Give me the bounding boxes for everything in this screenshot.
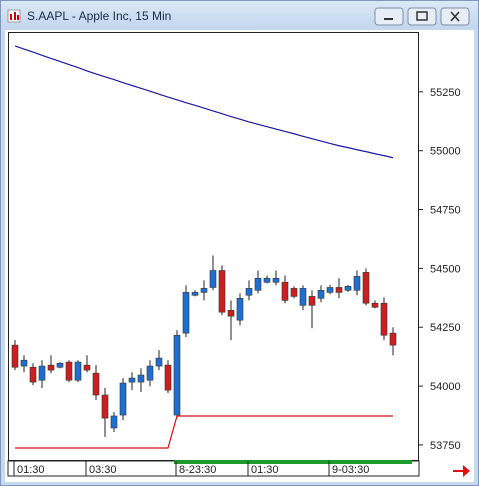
candle-body	[119, 382, 127, 416]
app-icon	[7, 9, 21, 23]
indicator-line	[14, 45, 394, 159]
candle-body	[101, 394, 109, 419]
candle-body	[20, 359, 28, 367]
candle-body	[335, 287, 343, 293]
candle-body	[182, 292, 190, 334]
candle-body	[254, 277, 262, 291]
y-tick-label: 54250	[430, 322, 461, 334]
y-tick-label: 54000	[430, 381, 461, 393]
candle-body	[209, 270, 217, 288]
maximize-button[interactable]	[407, 7, 437, 26]
x-tick-label: 01:30	[251, 464, 279, 476]
y-tick-label: 53750	[430, 440, 461, 452]
y-tick-label: 55250	[430, 87, 461, 99]
candle-body	[200, 288, 208, 293]
candle-body	[29, 366, 37, 383]
y-tick-label: 54750	[430, 205, 461, 217]
candle-body	[362, 272, 370, 304]
candle-body	[191, 292, 199, 296]
candle-body	[218, 270, 226, 313]
candle-body	[371, 302, 379, 308]
x-tick-label: 03:30	[89, 464, 117, 476]
candle-body	[245, 288, 253, 296]
close-button[interactable]	[440, 7, 470, 26]
candle-body	[146, 365, 154, 381]
candle-body	[83, 364, 91, 371]
minimize-button[interactable]	[374, 7, 404, 26]
candle-body	[137, 374, 145, 383]
x-tick-label: 01:30	[17, 464, 45, 476]
scroll-arrow[interactable]	[453, 465, 470, 477]
candle-body	[38, 365, 46, 381]
candle-body	[128, 377, 136, 383]
candle-body	[164, 364, 172, 391]
candle-body	[353, 276, 361, 291]
candle-body	[272, 277, 280, 283]
candle-body	[155, 357, 163, 367]
y-tick-label: 54500	[430, 263, 461, 275]
plot-area	[8, 32, 419, 461]
candle-body	[92, 372, 100, 396]
window-title: S.AAPL - Apple Inc, 15 Min	[27, 9, 171, 23]
candle-body	[290, 288, 298, 297]
candle-body	[74, 361, 82, 381]
y-tick-label: 55000	[430, 146, 461, 158]
candle-body	[326, 287, 334, 293]
candle-body	[299, 288, 307, 306]
session-bar	[174, 460, 412, 464]
x-tick-label: 9-03:30	[332, 464, 369, 476]
x-tick-label: 8-23:30	[179, 464, 216, 476]
candle-body	[47, 364, 55, 371]
candle-body	[263, 277, 271, 283]
candle-body	[380, 302, 388, 336]
candle-body	[227, 309, 235, 317]
candle-body	[110, 415, 118, 429]
candle-body	[344, 285, 352, 291]
candle-body	[56, 362, 64, 368]
indicator-line	[15, 415, 393, 449]
candle-body	[317, 289, 325, 299]
candle-body	[11, 344, 19, 368]
candle-body	[281, 281, 289, 301]
candle-body	[236, 297, 244, 321]
candle-body	[65, 361, 73, 381]
candle-body	[389, 332, 397, 346]
candle-body	[173, 334, 181, 416]
candle-body	[308, 296, 316, 306]
